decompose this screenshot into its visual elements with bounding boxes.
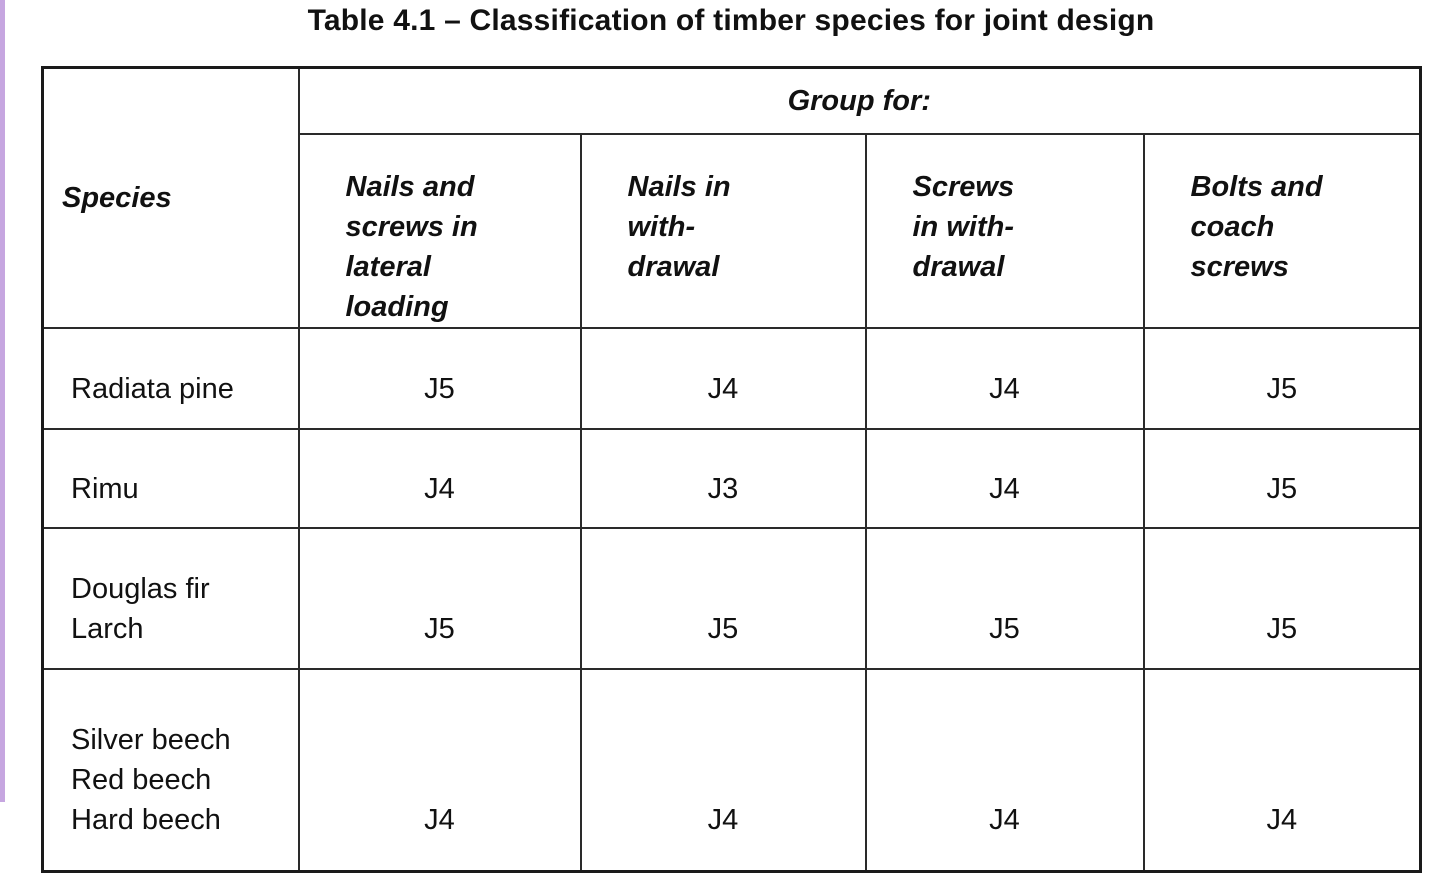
timber-classification-table: Species Group for: Nails and screws in l… (41, 66, 1423, 873)
group-value-cell: J5 (1142, 327, 1422, 430)
group-value-cell: J4 (297, 428, 582, 529)
table-row: Radiata pine J5 J4 J4 J5 (41, 327, 1422, 430)
group-for-header: Group for: (297, 66, 1422, 135)
table-row: Silver beech Red beech Hard beech J4 J4 … (41, 668, 1422, 873)
group-value-cell: J5 (297, 527, 582, 670)
species-cell: Silver beech Red beech Hard beech (41, 668, 300, 873)
group-value-cell: J4 (864, 668, 1145, 873)
table-row: Rimu J4 J3 J4 J5 (41, 428, 1422, 529)
column-header-screws-withdrawal: Screws in with- drawal (864, 133, 1145, 329)
species-cell: Rimu (41, 428, 300, 529)
group-value-cell: J4 (864, 428, 1145, 529)
left-margin-bar (0, 0, 5, 802)
group-value-cell: J4 (1142, 668, 1422, 873)
species-cell: Radiata pine (41, 327, 300, 430)
column-header-nails-withdrawal: Nails in with- drawal (579, 133, 867, 329)
group-value-cell: J4 (297, 668, 582, 873)
group-value-cell: J5 (1142, 527, 1422, 670)
column-header-nails-screws-lateral: Nails and screws in lateral loading (297, 133, 582, 329)
species-cell: Douglas fir Larch (41, 527, 300, 670)
group-value-cell: J4 (579, 327, 867, 430)
group-value-cell: J5 (297, 327, 582, 430)
group-value-cell: J4 (864, 327, 1145, 430)
table-caption: Table 4.1 – Classification of timber spe… (307, 4, 1155, 37)
group-value-cell: J4 (579, 668, 867, 873)
group-value-cell: J5 (579, 527, 867, 670)
group-value-cell: J3 (579, 428, 867, 529)
group-value-cell: J5 (864, 527, 1145, 670)
column-header-bolts-coach-screws: Bolts and coach screws (1142, 133, 1422, 329)
table-row: Douglas fir Larch J5 J5 J5 J5 (41, 527, 1422, 670)
species-column-header: Species (41, 66, 300, 329)
group-value-cell: J5 (1142, 428, 1422, 529)
